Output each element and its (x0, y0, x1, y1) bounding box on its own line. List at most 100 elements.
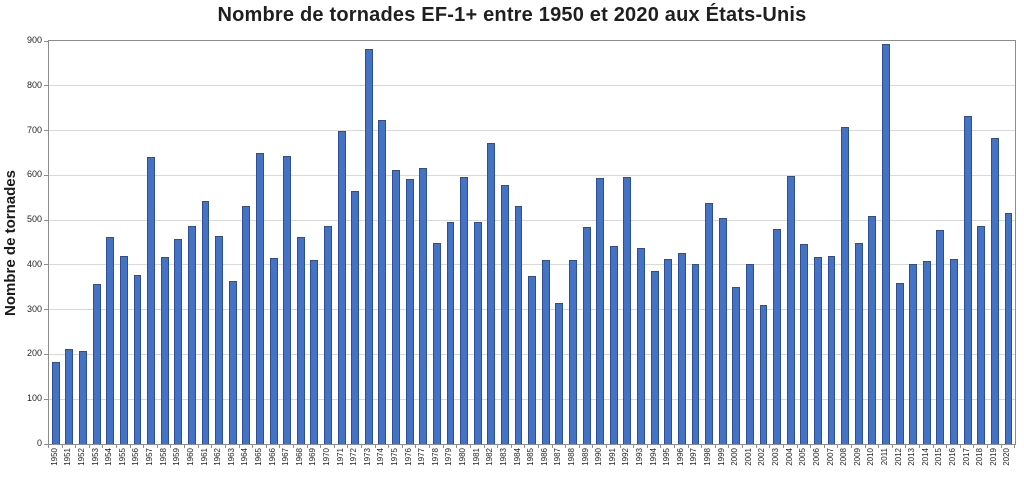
bar-slot-1988 (566, 41, 580, 444)
bar-1985 (528, 276, 537, 444)
y-tick-label-400: 400 (26, 258, 42, 269)
x-tick-label-1967: 1967 (281, 448, 291, 466)
y-tick-label-800: 800 (26, 79, 42, 90)
x-label-slot-1957: 1957 (143, 448, 157, 477)
bar-1967 (283, 155, 292, 444)
bar-slot-1989 (580, 41, 594, 444)
bar-slot-1999 (716, 41, 730, 444)
x-tick-label-1998: 1998 (703, 448, 713, 466)
y-tick-mark-300 (44, 309, 48, 311)
bar-slot-1974 (376, 41, 390, 444)
bar-slot-1958 (158, 41, 172, 444)
bar-slot-2002 (757, 41, 771, 444)
bar-1991 (609, 246, 618, 444)
x-label-slot-1977: 1977 (415, 448, 429, 477)
bar-1970 (324, 225, 332, 444)
x-tick-label-1954: 1954 (104, 448, 114, 466)
x-tick-mark-1958 (158, 444, 172, 448)
y-tick-mark-900 (44, 40, 48, 42)
x-tick-mark-1989 (580, 444, 594, 448)
bar-slot-1994 (648, 41, 662, 444)
bar-slot-2003 (770, 41, 784, 444)
bar-2001 (745, 263, 754, 444)
bar-slot-2019 (988, 41, 1002, 444)
bar-2014 (922, 260, 931, 444)
bar-1982 (487, 143, 496, 444)
x-tick-label-1964: 1964 (240, 448, 250, 466)
bar-2000 (732, 286, 741, 444)
bar-1973 (364, 48, 373, 444)
x-tick-mark-2014 (920, 444, 934, 448)
bar-2012 (895, 282, 904, 444)
x-tick-mark-1969 (308, 444, 322, 448)
bar-slot-1987 (553, 41, 567, 444)
x-tick-mark-1974 (376, 444, 390, 448)
x-tick-label-1978: 1978 (430, 448, 440, 466)
x-tick-label-1993: 1993 (635, 448, 644, 466)
bar-1966 (269, 258, 278, 444)
x-tick-label-1996: 1996 (675, 448, 685, 466)
bar-1968 (296, 236, 305, 444)
bar-slot-1996 (675, 41, 689, 444)
x-tick-label-2016: 2016 (948, 448, 958, 466)
x-label-slot-2000: 2000 (728, 448, 742, 477)
x-tick-mark-2011 (879, 444, 893, 448)
y-tick-label-600: 600 (26, 169, 42, 180)
bar-2011 (882, 43, 890, 444)
x-tick-mark-1987 (553, 444, 567, 448)
bar-slot-1986 (539, 41, 553, 444)
x-tick-label-1953: 1953 (90, 448, 100, 466)
x-tick-mark-1970 (321, 444, 335, 448)
bar-slot-1961 (199, 41, 213, 444)
x-tick-mark-1977 (416, 444, 431, 448)
x-tick-label-1956: 1956 (131, 448, 141, 466)
x-label-slot-1972: 1972 (347, 448, 361, 477)
x-tick-mark-1976 (403, 444, 417, 448)
y-tick-mark-0 (44, 443, 48, 445)
bar-slot-1980 (457, 41, 471, 444)
bar-slot-1966 (267, 41, 281, 444)
bar-slot-1950 (49, 41, 63, 444)
x-tick-label-2013: 2013 (907, 448, 917, 466)
x-tick-mark-1972 (348, 444, 363, 448)
bar-slot-1962 (212, 41, 226, 444)
x-label-slot-1985: 1985 (524, 448, 538, 477)
y-tick-label-300: 300 (26, 303, 42, 314)
x-label-slot-1974: 1974 (375, 448, 389, 477)
x-tick-label-1981: 1981 (471, 448, 481, 466)
x-label-slot-2010: 2010 (865, 448, 879, 477)
x-tick-label-1957: 1957 (145, 448, 155, 466)
x-tick-label-2009: 2009 (852, 448, 862, 466)
bar-1979 (446, 222, 455, 444)
x-tick-label-1972: 1972 (349, 448, 359, 466)
bar-slot-2014 (920, 41, 934, 444)
x-label-slot-1996: 1996 (674, 448, 688, 477)
x-label-slot-2020: 2020 (1001, 448, 1015, 477)
x-tick-mark-2013 (906, 444, 920, 448)
bar-slot-2015 (934, 41, 948, 444)
bar-1958 (160, 256, 169, 444)
x-tick-mark-2010 (866, 444, 880, 448)
x-tick-label-2003: 2003 (771, 448, 781, 466)
bar-slot-1976 (403, 41, 417, 444)
bar-slot-1998 (702, 41, 716, 444)
bar-1987 (555, 303, 564, 444)
bar-1956 (133, 274, 142, 444)
x-tick-label-1999: 1999 (716, 448, 726, 466)
bar-slot-1952 (76, 41, 90, 444)
bar-2018 (977, 225, 986, 444)
x-label-slot-1978: 1978 (429, 448, 443, 477)
bar-1998 (705, 203, 713, 444)
x-label-slot-2006: 2006 (810, 448, 824, 477)
bar-1974 (378, 120, 387, 444)
x-axis-tick-labels: 1950 1951 1952 1953 1954 1955 1956 1957 1958 1959… (48, 448, 1014, 477)
bar-1990 (596, 177, 605, 444)
x-tick-label-1968: 1968 (294, 448, 304, 466)
x-tick-label-1951: 1951 (63, 448, 73, 466)
bar-1986 (541, 259, 550, 444)
x-tick-label-1979: 1979 (444, 448, 454, 466)
x-label-slot-2005: 2005 (797, 448, 811, 477)
bar-1997 (691, 263, 700, 444)
bar-slot-1978 (430, 41, 444, 444)
bar-1993 (637, 248, 645, 444)
